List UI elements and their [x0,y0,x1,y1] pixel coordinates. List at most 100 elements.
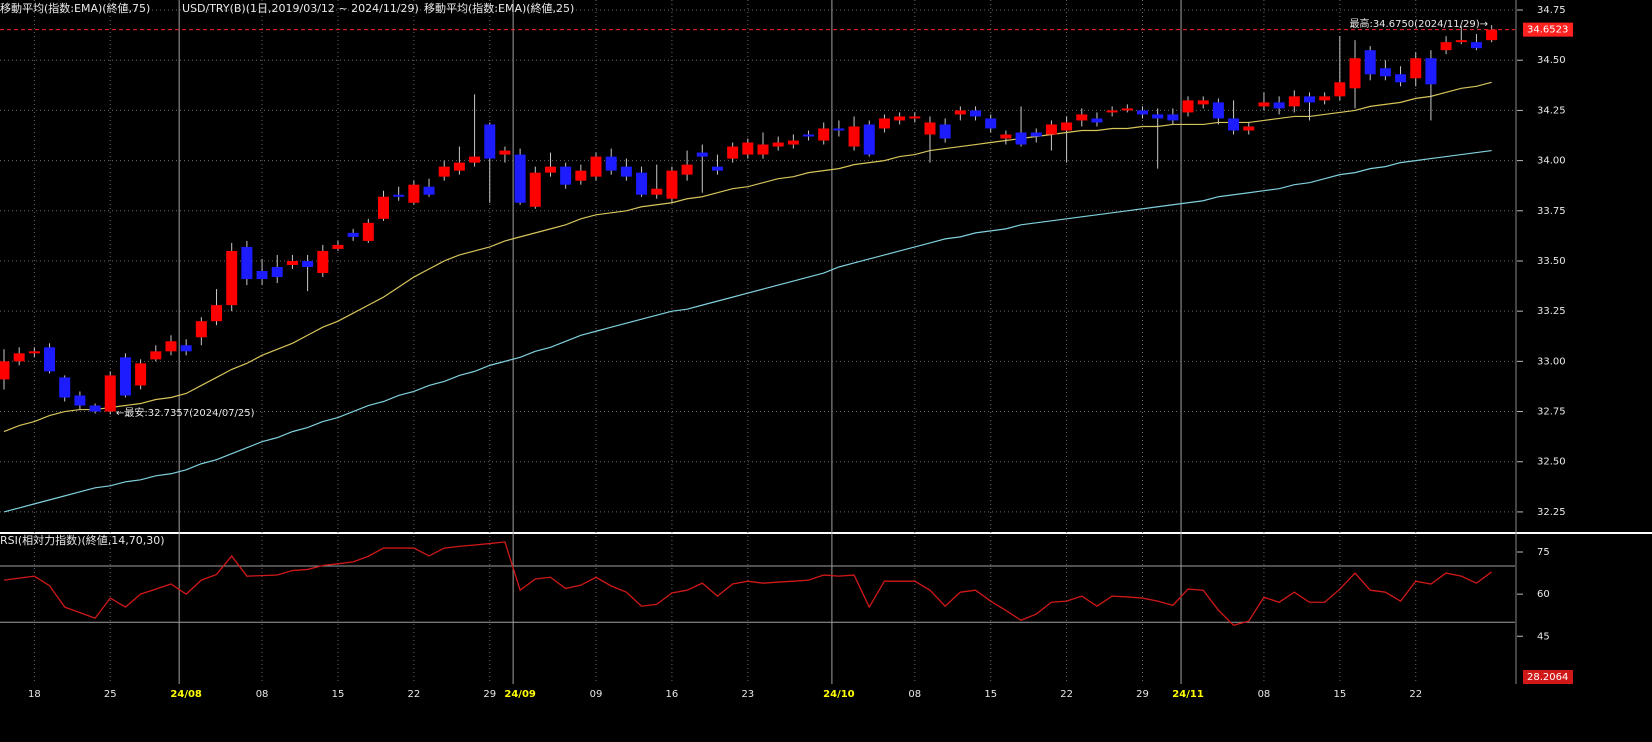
low-annotation: ←最安:32.7357(2024/07/25) [116,406,255,419]
candle-body [1288,96,1300,107]
x-tick-label: 24/09 [504,689,536,700]
x-tick-label: 08 [908,689,921,700]
candle-body [1364,50,1376,75]
candle-body [1030,132,1042,137]
candle-body [970,110,982,117]
x-tick-label: 24/10 [823,689,855,700]
candle-body [924,122,936,135]
y-tick-label: 33.50 [1537,256,1566,267]
candle-body [681,164,693,175]
candle-body [362,222,374,241]
candle-body [44,347,56,372]
y-tick-label: 33.00 [1537,356,1566,367]
grid-layer [0,0,1652,684]
candle-body [1319,96,1331,101]
candle-body [985,118,997,129]
candle-body [0,361,10,380]
candle-body [620,166,632,177]
candle-body [1076,114,1088,121]
y-tick-label: 33.75 [1537,206,1566,217]
candle-body [1334,82,1346,97]
candle-body [1121,108,1133,111]
candle-body [13,353,25,362]
candle-body [727,146,739,159]
candle-body [1425,58,1437,85]
candle-body [1106,110,1118,113]
last-price-box [1523,22,1573,37]
candle-body [1258,102,1270,107]
y-tick-label: 34.00 [1537,156,1566,167]
candle-body [453,162,465,171]
candle-body [1440,42,1452,51]
candle-body [560,166,572,185]
candle-body [1379,68,1391,77]
candle-body [848,126,860,147]
legend-ema25: 移動平均(指数:EMA)(終値,25) [424,1,574,15]
legend-ema75: 移動平均(指数:EMA)(終値,75) [0,1,150,15]
x-tick-label: 08 [256,689,269,700]
candle-body [1197,100,1209,105]
last-price-label: 34.6523 [1527,25,1568,36]
candle-body [772,142,784,147]
candle-body [939,124,951,139]
candle-body [1486,29,1498,41]
candle-body [954,110,966,115]
candle-body [271,267,283,278]
candle-body [803,134,815,137]
candle-body [1410,58,1422,79]
x-tick-label: 22 [1409,689,1422,700]
y-tick-label: 45 [1537,631,1550,642]
y-tick-label: 32.75 [1537,407,1566,418]
candle-body [742,142,754,155]
candle-body [514,154,526,203]
y-tick-label: 32.50 [1537,457,1566,468]
x-tick-label: 08 [1258,689,1271,700]
candle-body [104,375,116,412]
candle-body [286,260,298,265]
candle-body [378,196,389,219]
candle-body [408,184,420,203]
ema-line [3,81,1492,433]
candle-body [575,170,587,181]
candle-body [499,150,511,155]
candle-body [894,116,906,121]
y-tick-label: 33.25 [1537,306,1566,317]
x-tick-label: 15 [984,689,997,700]
x-tick-label: 22 [407,689,420,700]
chart-title: USD/TRY(B)(1日,2019/03/12 ~ 2024/11/29) [182,2,419,15]
candle-body [636,172,648,195]
candle-body [1212,102,1224,119]
candle-body [1182,100,1194,113]
candle-body [317,250,329,274]
candle-body [1061,122,1073,131]
candle-body [863,124,875,155]
x-tick-label: 18 [28,689,41,700]
candle-body [1152,114,1164,119]
candle-body [1228,118,1240,131]
candle-body [1303,96,1315,103]
marks-layer [0,25,1515,627]
candle-body [438,166,450,177]
candle-body [423,186,435,195]
candle-body [787,140,799,145]
candle-body [651,188,663,195]
candle-body [1455,40,1467,43]
candle-body [226,250,238,306]
x-tick-label: 09 [590,689,603,700]
x-tick-label: 15 [332,689,345,700]
candle-body [59,377,71,398]
x-tick-label: 25 [104,689,117,700]
candle-body [469,156,481,163]
candle-body [757,144,769,155]
x-tick-label: 16 [666,689,679,700]
candle-body [393,194,405,197]
candle-body [833,128,845,131]
y-tick-label: 32.25 [1537,507,1566,518]
y-tick-label: 60 [1537,589,1550,600]
candle-body [256,271,268,280]
candle-body [165,341,177,352]
ema-line [3,149,1492,513]
candle-body [1470,42,1482,49]
candle-body [1167,114,1179,121]
candle-body [1273,102,1285,109]
